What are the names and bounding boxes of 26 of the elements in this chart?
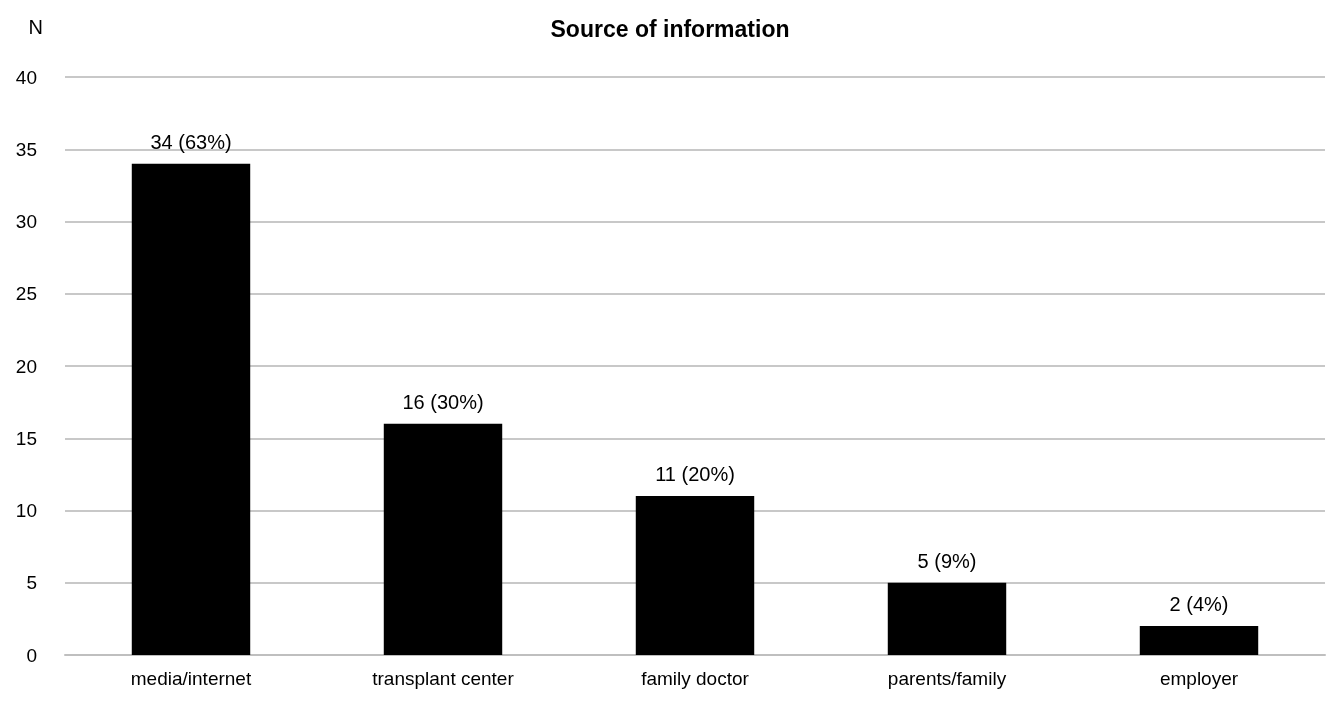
y-tick-label: 15 (15, 427, 37, 449)
data-label: 2 (4%) (1169, 593, 1229, 616)
bar (131, 163, 251, 655)
y-tick-label: 30 (15, 211, 37, 232)
data-label: 34 (63%) (150, 130, 232, 153)
bar (635, 496, 755, 655)
x-tick-label: family doctor (641, 668, 750, 689)
y-axis-title: N (28, 16, 43, 38)
x-tick-label: parents/family (887, 668, 1007, 689)
y-tick-label: 5 (26, 572, 37, 594)
y-tick-label: 20 (15, 355, 37, 377)
y-tick-label: 35 (15, 138, 37, 160)
data-label: 5 (9%) (917, 549, 977, 572)
y-tick-label: 40 (15, 66, 37, 88)
x-tick-label: transplant center (372, 668, 515, 689)
bar (383, 423, 503, 655)
x-tick-label: employer (1159, 668, 1239, 689)
bar (1139, 626, 1259, 655)
y-tick-label: 0 (26, 644, 37, 666)
data-label: 11 (20%) (655, 463, 735, 486)
y-tick-label: 25 (15, 283, 37, 305)
bar (887, 582, 1007, 655)
chart-title: Source of information (550, 15, 790, 42)
data-label: 16 (30%) (402, 390, 484, 413)
y-tick-label: 10 (15, 500, 37, 521)
x-tick-label: media/internet (130, 668, 252, 689)
